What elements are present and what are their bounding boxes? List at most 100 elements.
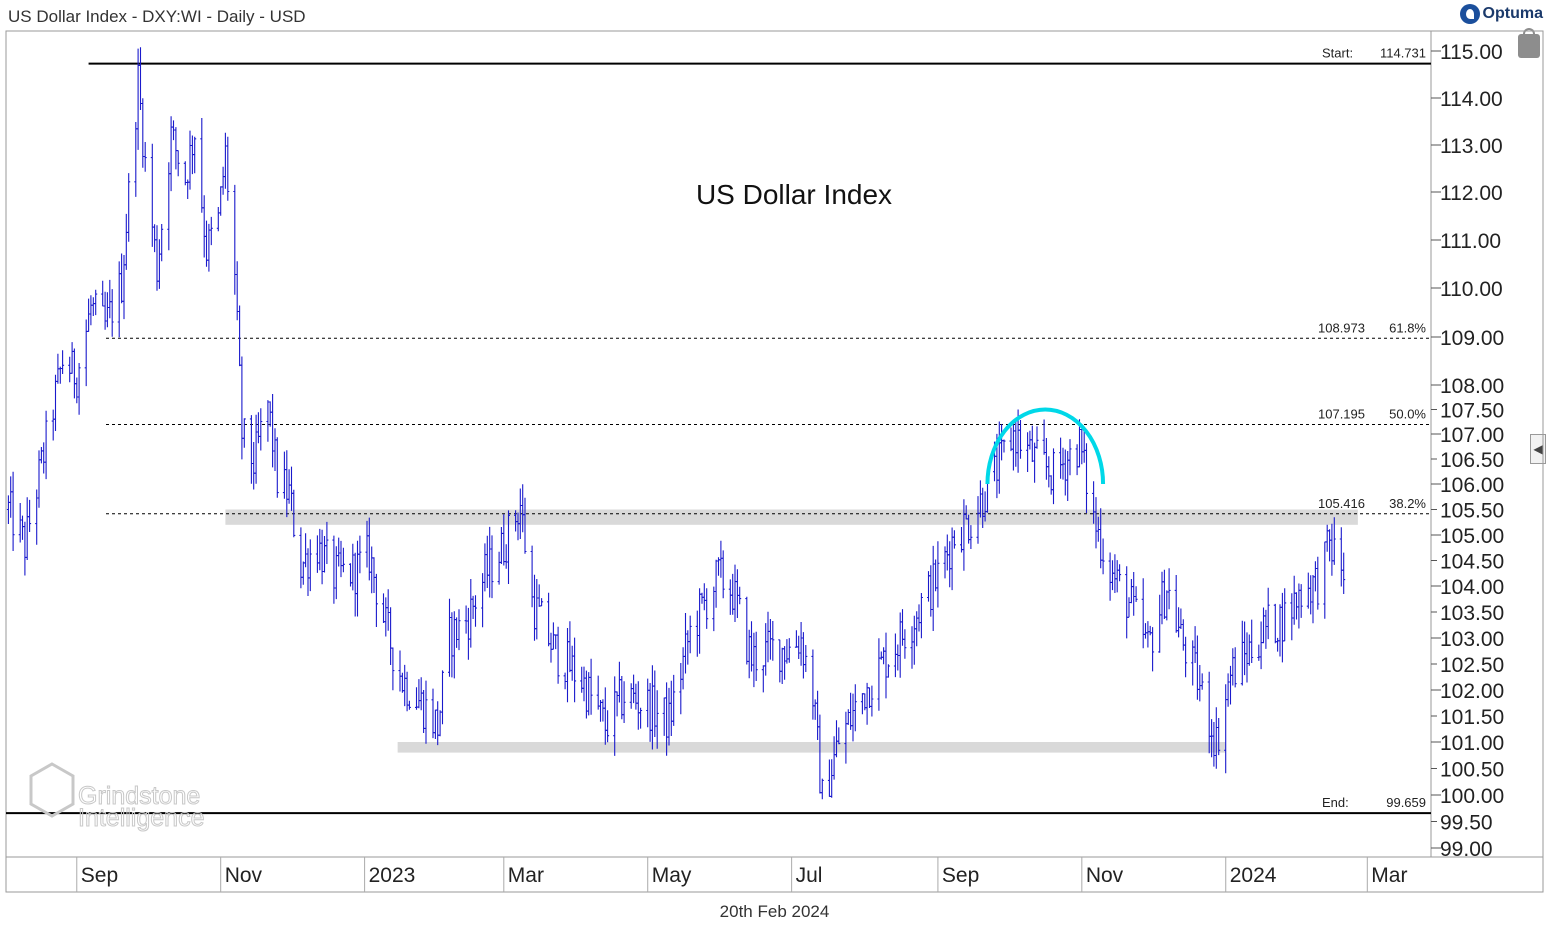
ohlc-bar: [785, 639, 789, 664]
ohlc-bar: [761, 665, 765, 693]
ohlc-bar: [844, 711, 848, 764]
ohlc-bar: [620, 676, 624, 720]
ohlc-bar: [606, 710, 610, 743]
ohlc-bar: [1250, 619, 1254, 663]
start-level-label: Start:: [1322, 46, 1353, 61]
ohlc-bar: [497, 551, 501, 585]
ohlc-bar: [853, 684, 857, 732]
ohlc-bar: [1162, 569, 1166, 619]
ohlc-bar: [1257, 644, 1261, 661]
ohlc-bar: [700, 592, 704, 604]
y-tick-label: 101.50: [1440, 706, 1504, 729]
ohlc-bar: [1295, 592, 1298, 620]
ohlc-bar: [365, 520, 369, 568]
ohlc-bar: [948, 541, 952, 588]
ohlc-bar: [1224, 684, 1228, 774]
x-tick-label: Mar: [1371, 864, 1407, 887]
ohlc-bar: [37, 450, 41, 508]
ohlc-bar: [167, 162, 171, 251]
ohlc-bar: [1233, 647, 1237, 688]
y-tick-label: 104.00: [1440, 576, 1504, 599]
ohlc-bar: [238, 305, 242, 367]
ohlc-bar: [952, 530, 956, 549]
x-tick-label: May: [652, 864, 692, 887]
ohlc-bar: [1063, 449, 1067, 496]
ohlc-bar: [599, 700, 602, 722]
ohlc-bar: [422, 690, 426, 733]
ohlc-bar: [547, 592, 551, 647]
ohlc-bar: [488, 526, 492, 598]
ohlc-bar: [667, 687, 671, 746]
ohlc-bar: [68, 356, 72, 383]
ohlc-bar: [636, 681, 640, 730]
ohlc-bar: [804, 645, 808, 672]
ohlc-bar: [308, 539, 312, 592]
ohlc-bar: [153, 224, 157, 253]
ohlc-bar: [1047, 456, 1051, 488]
ohlc-bar: [21, 515, 24, 540]
ohlc-bar: [521, 484, 525, 533]
ohlc-bar: [1342, 552, 1346, 594]
watermark-line2: Intelligence: [78, 804, 204, 832]
ohlc-bar: [219, 186, 223, 216]
ohlc-bar: [1115, 560, 1119, 593]
ohlc-bar: [483, 543, 487, 592]
ohlc-bar: [268, 401, 272, 427]
ohlc-bar: [259, 408, 263, 451]
ohlc-bar: [223, 132, 227, 189]
ohlc-bar: [87, 298, 91, 332]
x-tick-label: 2024: [1230, 864, 1277, 887]
lock-icon[interactable]: [1518, 28, 1540, 58]
ohlc-bar: [573, 637, 577, 703]
ohlc-bar: [563, 672, 567, 690]
ohlc-bar: [639, 707, 643, 729]
ohlc-bar: [1198, 665, 1202, 702]
ohlc-bar: [299, 527, 303, 589]
ohlc-bar: [441, 670, 444, 725]
ohlc-bar: [124, 213, 128, 270]
ohlc-bar: [455, 617, 459, 648]
y-tick-label: 103.50: [1440, 602, 1504, 625]
y-tick-label: 110.00: [1440, 278, 1503, 301]
end-level-label: End:: [1322, 795, 1349, 810]
ohlc-bar: [766, 611, 770, 663]
y-tick-label: 114.00: [1440, 88, 1503, 111]
ohlc-bar: [452, 611, 456, 679]
ohlc-bar: [1181, 619, 1185, 651]
ohlc-bar: [474, 595, 477, 627]
ohlc-bar: [11, 471, 15, 551]
ohlc-bar: [407, 700, 411, 710]
ohlc-bar: [450, 612, 454, 678]
ohlc-bar: [1044, 438, 1048, 480]
x-tick-label: Sep: [81, 864, 118, 887]
ohlc-bar: [282, 451, 286, 499]
ohlc-bar: [481, 573, 485, 628]
ohlc-bar: [174, 127, 178, 170]
ohlc-bar: [389, 607, 393, 665]
ohlc-bar: [256, 412, 260, 444]
ohlc-bar: [752, 632, 756, 688]
ohlc-bar: [108, 279, 112, 319]
ohlc-bar: [884, 632, 888, 699]
ohlc-bar: [157, 239, 161, 289]
y-tick-label: 111.00: [1440, 230, 1501, 253]
ohlc-bar: [733, 564, 737, 622]
optuma-logo-icon: [1459, 4, 1480, 24]
y-tick-label: 103.00: [1440, 628, 1504, 651]
chevron-left-icon[interactable]: ◀: [1530, 434, 1546, 464]
ohlc-bar: [226, 136, 230, 201]
ohlc-bar: [1000, 424, 1004, 461]
ohlc-bar: [89, 295, 93, 326]
ohlc-bar: [684, 613, 687, 674]
ohlc-bar: [386, 589, 390, 631]
ohlc-bar: [1273, 603, 1277, 644]
ohlc-bar: [23, 521, 27, 576]
ohlc-bar: [731, 573, 735, 615]
ohlc-bar: [554, 634, 558, 650]
ohlc-bar: [1108, 552, 1112, 601]
ohlc-bar: [934, 559, 938, 592]
ohlc-bar: [754, 631, 758, 681]
ohlc-bar: [1207, 671, 1211, 754]
ohlc-bar: [1014, 418, 1018, 467]
